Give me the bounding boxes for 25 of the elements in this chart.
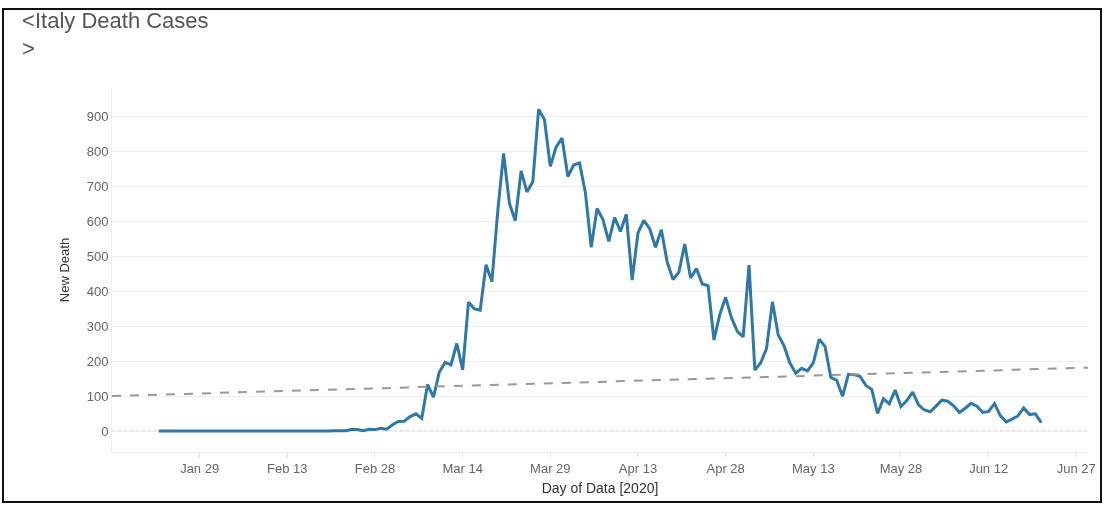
- x-tick-label: Feb 28: [354, 460, 396, 476]
- x-tick-label: Mar 29: [530, 460, 571, 476]
- chart-title: <Italy Death Cases >: [22, 7, 209, 62]
- y-tick-label: 600: [86, 213, 109, 229]
- y-tick-label: 200: [86, 353, 109, 369]
- y-tick-label: 500: [86, 248, 109, 264]
- y-tick-label: 300: [86, 318, 109, 334]
- x-tick-label: Mar 14: [442, 460, 483, 476]
- x-axis-title: Day of Data [2020]: [541, 479, 659, 496]
- y-tick-label: 400: [86, 283, 109, 299]
- y-tick-label: 800: [86, 143, 109, 159]
- x-tick-label: Jan 29: [180, 460, 220, 476]
- x-tick-label: May 28: [879, 460, 923, 476]
- x-tick-label: Apr 13: [618, 460, 658, 476]
- y-axis-title: New Death: [56, 237, 72, 303]
- y-tick-label: 100: [86, 388, 109, 404]
- x-tick-label: Apr 28: [706, 460, 745, 476]
- y-tick-label: 700: [86, 178, 109, 194]
- x-tick-label: May 13: [792, 460, 835, 476]
- line-series: [157, 107, 1043, 433]
- x-tick-label: Feb 13: [267, 460, 308, 476]
- x-tick-label: Jun 12: [969, 460, 1009, 476]
- y-tick-label: 0: [101, 423, 109, 439]
- y-tick-label: 900: [86, 108, 109, 124]
- x-tick-label: Jun 27: [1056, 460, 1096, 476]
